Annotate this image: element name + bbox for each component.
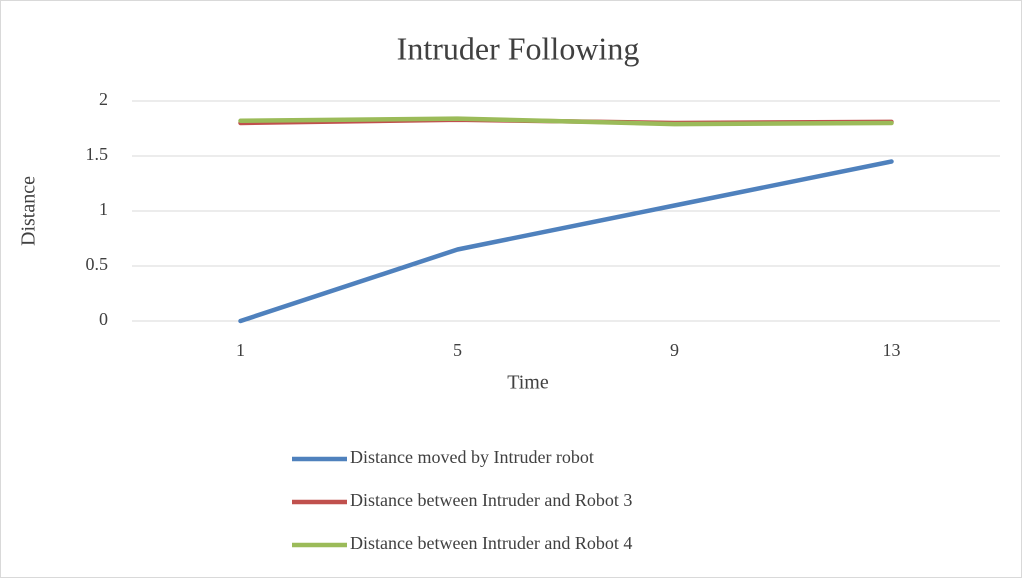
x-tick-label: 9: [670, 340, 679, 360]
legend-label: Distance between Intruder and Robot 4: [350, 533, 632, 553]
series-line: [238, 116, 894, 127]
chart-title: Intruder Following: [397, 30, 640, 66]
y-tick-label: 0.5: [86, 254, 109, 274]
legend-label: Distance moved by Intruder robot: [350, 447, 594, 467]
x-axis-label: Time: [507, 372, 549, 394]
series-line: [238, 159, 894, 324]
y-axis-label: Distance: [18, 176, 40, 246]
legend-label: Distance between Intruder and Robot 3: [350, 490, 632, 510]
y-tick-label: 2: [99, 89, 108, 109]
y-tick-label: 1.5: [86, 144, 109, 164]
x-tick-label: 5: [453, 340, 462, 360]
x-tick-label: 13: [883, 340, 901, 360]
y-tick-label: 0: [99, 309, 108, 329]
y-tick-label: 1: [99, 199, 108, 219]
x-tick-label: 1: [236, 340, 245, 360]
